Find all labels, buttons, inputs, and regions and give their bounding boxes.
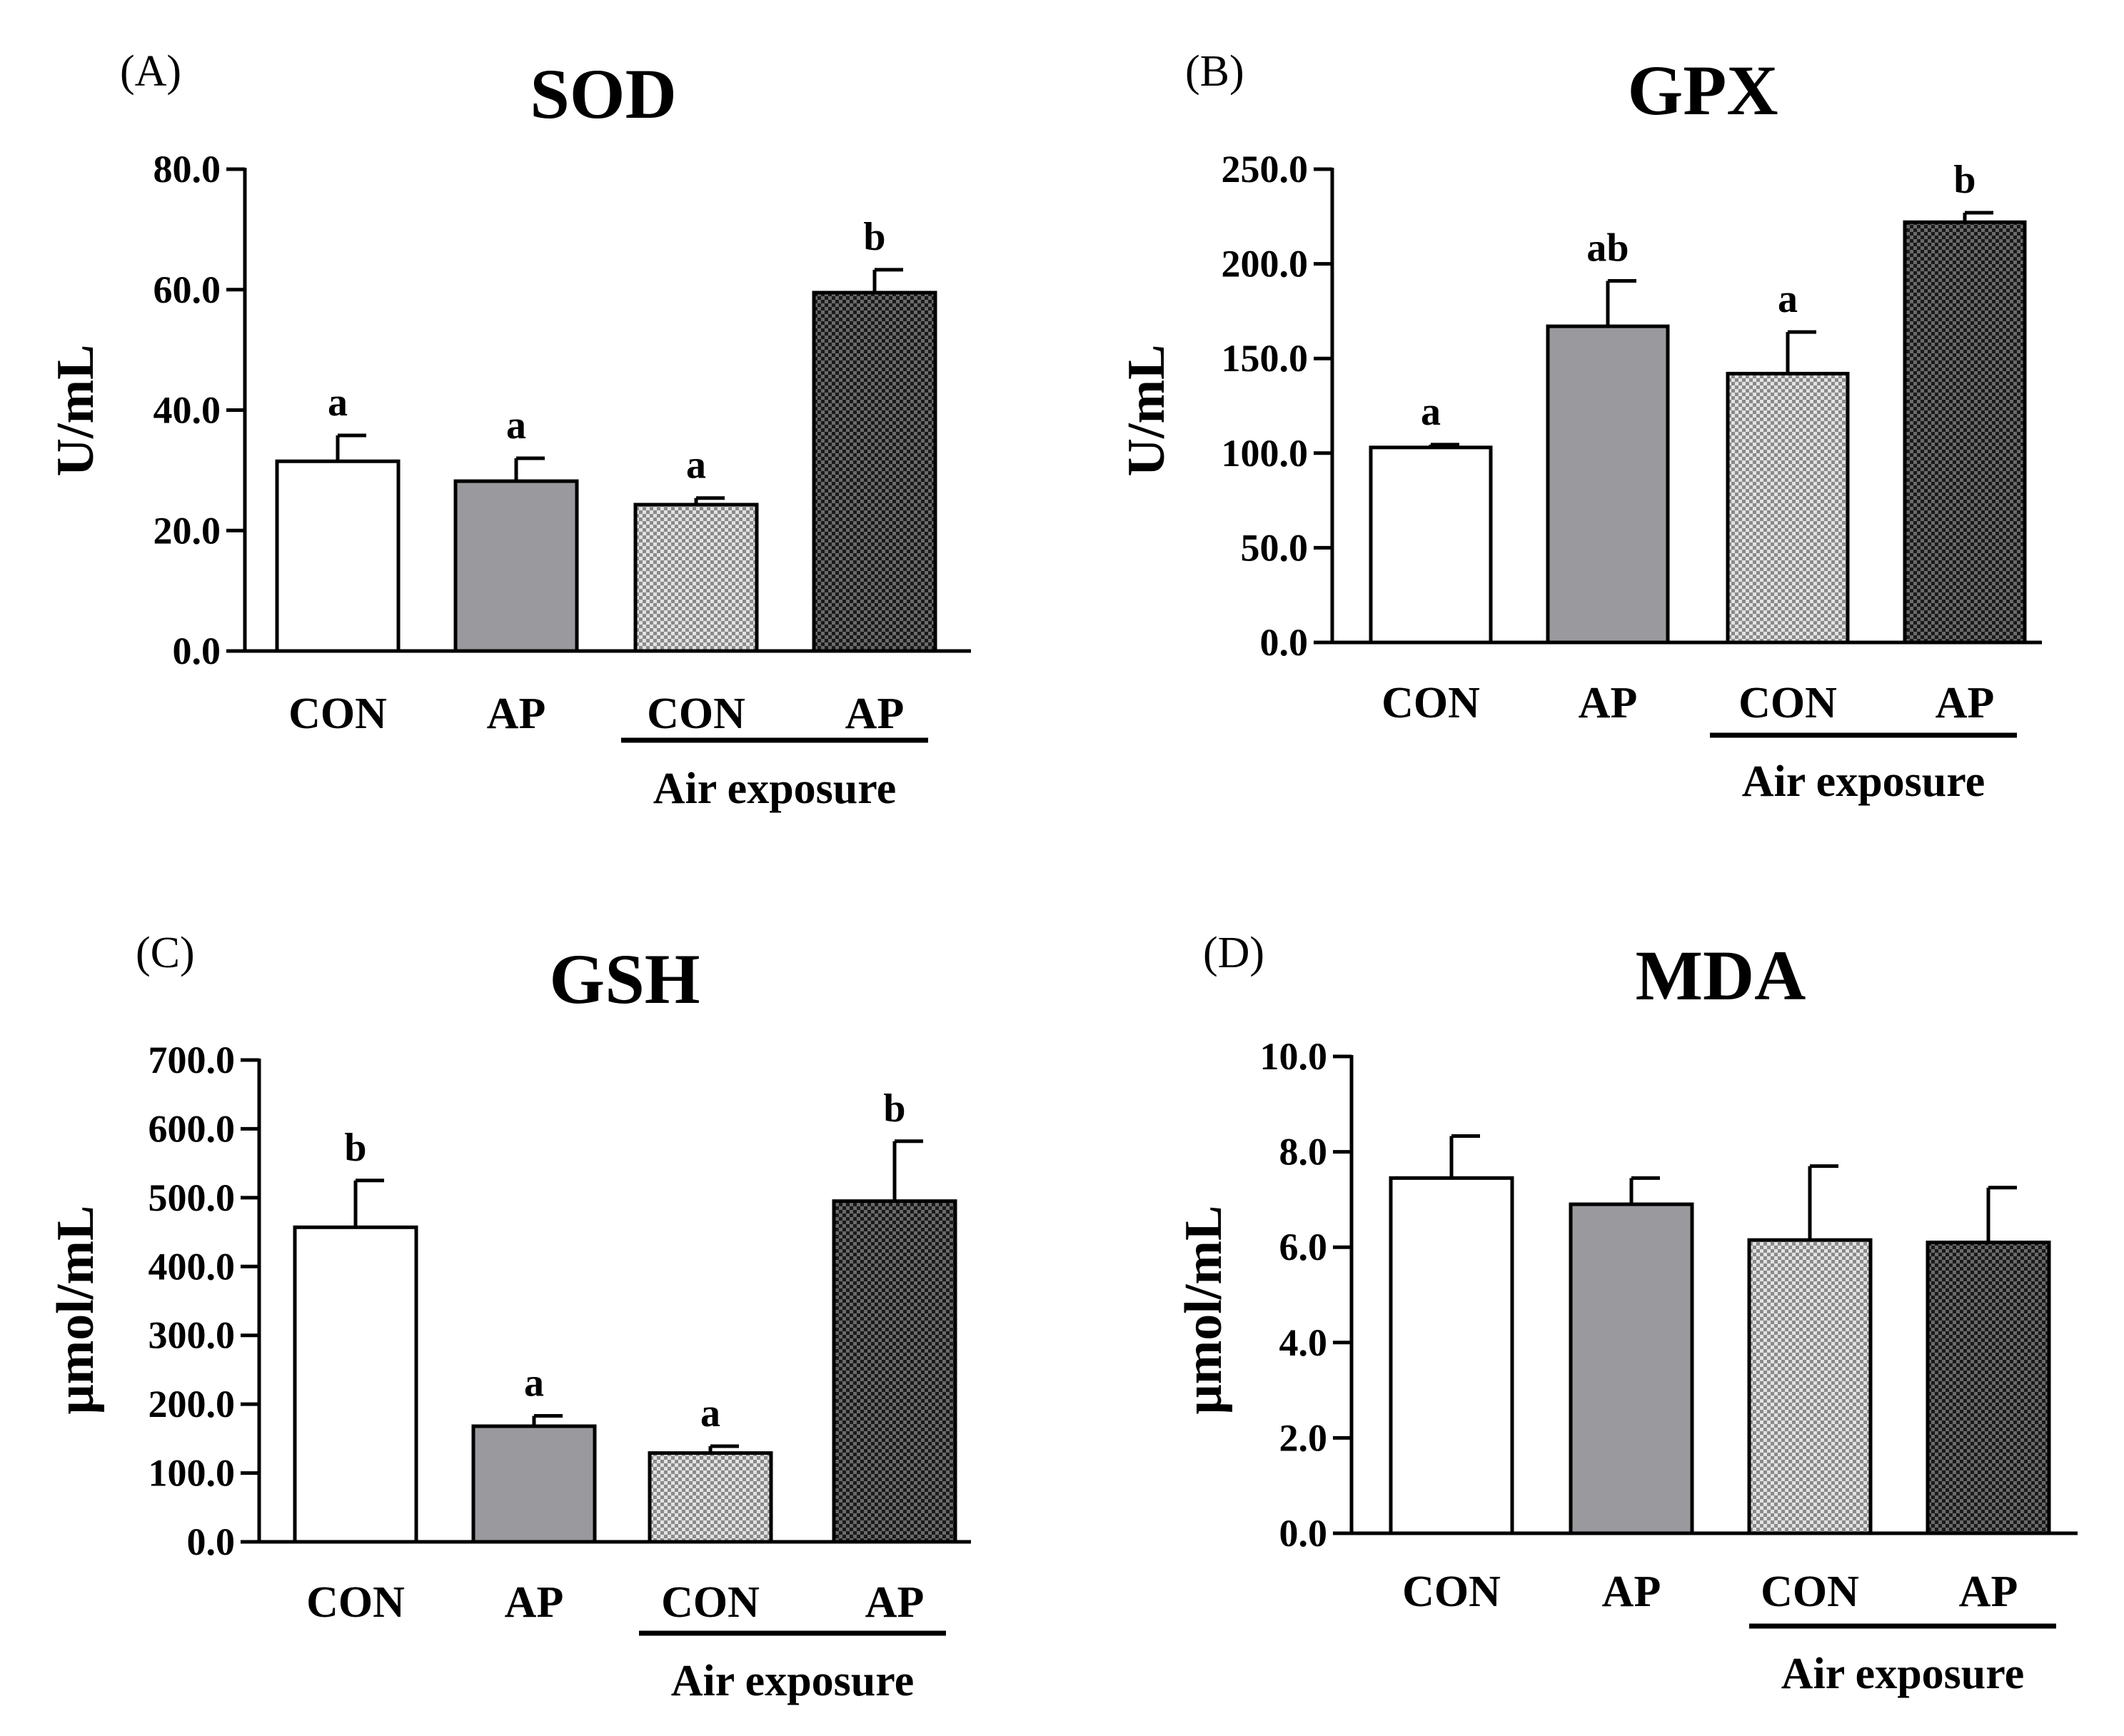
y-tick-label: 400.0: [149, 1245, 236, 1288]
category-label: AP: [845, 690, 905, 738]
bar: [293, 1225, 418, 1544]
category-label: AP: [1602, 1568, 1661, 1616]
bar: [633, 503, 759, 653]
y-tick-label: 0.0: [1260, 621, 1309, 664]
panel-label: (A): [120, 47, 181, 96]
chart-panel-a: (A) SOD U/mL 0.0 20.0 40.0 60.0 80.0 a CON a AP a CON…: [46, 47, 971, 813]
y-axis-label: μmol/mL: [1174, 1206, 1233, 1415]
y-tick-label: 100.0: [149, 1452, 236, 1495]
significance-letter: a: [524, 1361, 544, 1406]
chart-panel-d: (D) MDA μmol/mL 0.0 2.0 4.0 6.0 8.0 10.0 CON AP CON…: [1174, 929, 2078, 1698]
panels: (A) SOD U/mL 0.0 20.0 40.0 60.0 80.0 a CON a AP a CON…: [46, 47, 2078, 1705]
chart-title: SOD: [530, 54, 677, 133]
y-tick-label: 40.0: [153, 389, 221, 432]
chart-panel-c: (C) GSH μmol/mL 0.0 100.0 200.0 300.0 400.0 500.…: [46, 929, 971, 1705]
y-tick-label: 200.0: [149, 1383, 236, 1425]
group-label: Air exposure: [1742, 757, 1985, 806]
y-axis-label: U/mL: [1117, 345, 1176, 477]
bar: [1903, 220, 2027, 645]
group-label: Air exposure: [653, 764, 896, 813]
y-tick-label: 50.0: [1241, 526, 1309, 569]
category-label: CON: [1381, 679, 1480, 727]
bar: [1926, 1241, 2051, 1535]
significance-letter: a: [506, 403, 526, 448]
bar: [1546, 324, 1670, 645]
bar: [453, 479, 579, 653]
y-tick-label: 600.0: [149, 1107, 236, 1150]
significance-letter: b: [863, 215, 885, 259]
y-tick-label: 200.0: [1222, 243, 1309, 286]
significance-letter: a: [700, 1391, 720, 1435]
category-label: CON: [1761, 1568, 1859, 1616]
y-tick-label: 2.0: [1279, 1416, 1328, 1459]
significance-letter: a: [686, 443, 706, 488]
group-label: Air exposure: [1781, 1650, 2024, 1698]
significance-letter: a: [328, 380, 348, 425]
significance-letter: b: [883, 1086, 905, 1131]
y-tick-label: 0.0: [187, 1520, 236, 1563]
y-tick-label: 100.0: [1222, 432, 1309, 475]
y-tick-label: 8.0: [1279, 1131, 1328, 1174]
significance-letter: a: [1778, 277, 1798, 321]
bar: [1569, 1202, 1694, 1535]
category-label: AP: [1936, 679, 1995, 727]
y-tick-label: 60.0: [153, 268, 221, 311]
category-label: AP: [1959, 1568, 2018, 1616]
y-axis-label: U/mL: [46, 345, 105, 477]
y-tick-label: 700.0: [149, 1039, 236, 1081]
bar: [275, 459, 401, 653]
category-label: AP: [505, 1578, 564, 1627]
y-tick-label: 500.0: [149, 1176, 236, 1219]
panel-label: (D): [1203, 929, 1264, 977]
y-tick-label: 250.0: [1222, 148, 1309, 191]
category-label: CON: [288, 690, 387, 738]
bar: [471, 1424, 597, 1544]
group-label: Air exposure: [671, 1657, 914, 1705]
y-tick-label: 4.0: [1279, 1321, 1328, 1364]
bar: [1726, 371, 1850, 645]
y-tick-label: 10.0: [1260, 1035, 1328, 1078]
panel-label: (C): [136, 929, 195, 977]
y-tick-label: 0.0: [1279, 1512, 1328, 1555]
category-label: CON: [306, 1578, 405, 1627]
y-tick-label: 0.0: [173, 630, 221, 672]
panel-label: (B): [1185, 47, 1244, 96]
bar: [1747, 1238, 1873, 1535]
category-label: AP: [865, 1578, 925, 1627]
bar: [812, 291, 937, 653]
category-label: CON: [1402, 1568, 1501, 1616]
chart-panel-b: (B) GPX U/mL 0.0 50.0 100.0 150.0 200.0 250.0 a CO…: [1117, 47, 2042, 806]
bar: [1369, 445, 1493, 645]
significance-letter: ab: [1586, 226, 1629, 270]
significance-letter: b: [344, 1126, 366, 1170]
y-tick-label: 80.0: [153, 148, 221, 191]
y-axis-label: μmol/mL: [46, 1206, 105, 1415]
category-label: AP: [487, 690, 546, 738]
chart-title: GPX: [1627, 51, 1778, 130]
chart-title: MDA: [1636, 936, 1806, 1015]
category-label: CON: [647, 690, 745, 738]
y-tick-label: 20.0: [153, 509, 221, 552]
chart-title: GSH: [549, 939, 700, 1019]
bar: [832, 1199, 957, 1544]
bar: [1389, 1176, 1514, 1535]
category-label: AP: [1579, 679, 1638, 727]
y-tick-label: 6.0: [1279, 1226, 1328, 1268]
significance-letter: a: [1421, 390, 1441, 434]
bar: [648, 1451, 773, 1544]
y-tick-label: 300.0: [149, 1314, 236, 1357]
significance-letter: b: [1953, 158, 1975, 202]
category-label: CON: [1738, 679, 1837, 727]
category-label: CON: [661, 1578, 760, 1627]
y-tick-label: 150.0: [1222, 337, 1309, 380]
